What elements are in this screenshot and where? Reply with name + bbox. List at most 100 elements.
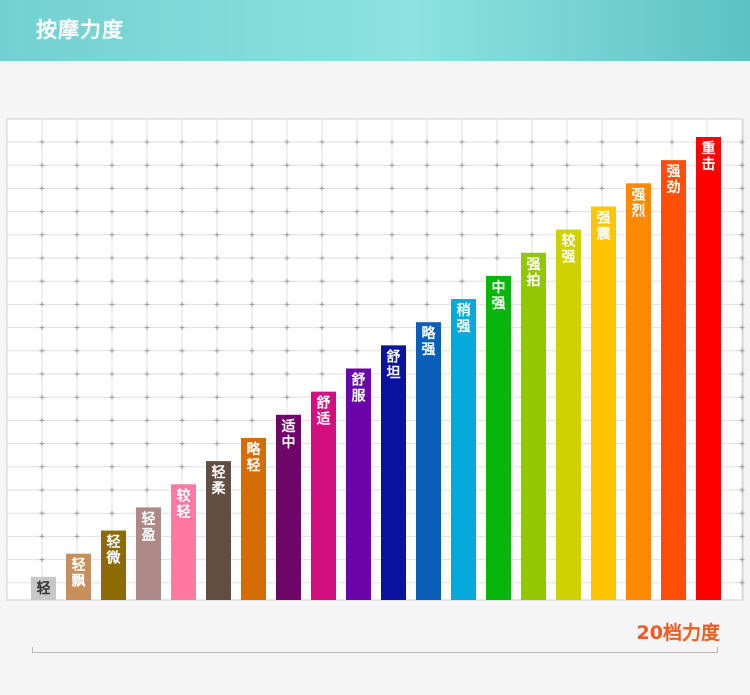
grid-cross bbox=[319, 278, 325, 284]
grid-cross bbox=[214, 441, 220, 447]
grid-cross bbox=[739, 209, 745, 215]
bar-label: 略 bbox=[422, 325, 437, 342]
grid-cross bbox=[599, 162, 605, 168]
grid-cross bbox=[144, 255, 150, 261]
grid-cross bbox=[39, 417, 45, 423]
bar-label: 劲 bbox=[666, 179, 681, 196]
grid-cross bbox=[319, 325, 325, 331]
bar bbox=[416, 322, 441, 600]
bar bbox=[556, 229, 581, 600]
grid-cross bbox=[739, 301, 745, 307]
grid-cross bbox=[179, 139, 185, 145]
grid-cross bbox=[144, 162, 150, 168]
grid-cross bbox=[179, 441, 185, 447]
grid-cross bbox=[109, 162, 115, 168]
grid-cross bbox=[424, 185, 430, 191]
grid-cross bbox=[249, 371, 255, 377]
grid-cross bbox=[739, 487, 745, 493]
bar bbox=[486, 275, 511, 600]
bar bbox=[276, 414, 301, 600]
grid-cross bbox=[39, 510, 45, 516]
bar-label: 强 bbox=[492, 296, 506, 312]
bar bbox=[171, 484, 196, 600]
bar-label: 适 bbox=[317, 411, 331, 428]
bar-label: 轻 bbox=[247, 457, 261, 474]
bar bbox=[346, 368, 371, 600]
grid-cross bbox=[564, 139, 570, 145]
bar bbox=[521, 252, 546, 600]
grid-cross bbox=[109, 139, 115, 145]
bar-label: 强 bbox=[422, 342, 436, 358]
bar bbox=[66, 553, 91, 600]
grid-cross bbox=[214, 348, 220, 354]
grid-cross bbox=[39, 557, 45, 563]
grid-cross bbox=[109, 185, 115, 191]
grid-cross bbox=[739, 441, 745, 447]
grid-cross bbox=[494, 255, 500, 261]
bar-label: 轻 bbox=[107, 534, 121, 551]
grid-cross bbox=[739, 533, 745, 539]
bar bbox=[591, 206, 616, 600]
grid-cross bbox=[214, 371, 220, 377]
bar-label: 适 bbox=[282, 418, 296, 435]
grid-cross bbox=[529, 232, 535, 238]
grid-cross bbox=[39, 371, 45, 377]
grid-cross bbox=[39, 487, 45, 493]
grid-cross bbox=[144, 441, 150, 447]
levels-label: 20档力度 bbox=[636, 622, 720, 644]
grid-cross bbox=[179, 394, 185, 400]
grid-cross bbox=[179, 232, 185, 238]
bar-label: 舒 bbox=[387, 348, 401, 365]
grid-cross bbox=[144, 325, 150, 331]
grid-cross bbox=[284, 394, 290, 400]
bar-label: 略 bbox=[247, 441, 262, 458]
grid-cross bbox=[39, 464, 45, 470]
grid-cross bbox=[389, 255, 395, 261]
grid-cross bbox=[74, 232, 80, 238]
bar-label: 强 bbox=[457, 319, 471, 335]
grid-cross bbox=[424, 162, 430, 168]
grid-cross bbox=[214, 232, 220, 238]
grid-cross bbox=[249, 278, 255, 284]
grid-cross bbox=[249, 185, 255, 191]
bar-label: 较 bbox=[177, 487, 191, 504]
grid-cross bbox=[424, 301, 430, 307]
grid-cross bbox=[284, 185, 290, 191]
grid-cross bbox=[319, 255, 325, 261]
bar-label: 强 bbox=[667, 164, 681, 180]
grid-cross bbox=[354, 325, 360, 331]
grid-cross bbox=[424, 209, 430, 215]
grid-cross bbox=[634, 139, 640, 145]
grid-cross bbox=[144, 394, 150, 400]
grid-cross bbox=[739, 232, 745, 238]
bar bbox=[451, 299, 476, 600]
grid-cross bbox=[389, 185, 395, 191]
grid-cross bbox=[144, 278, 150, 284]
bar bbox=[31, 576, 56, 600]
grid-cross bbox=[459, 185, 465, 191]
grid-cross bbox=[739, 325, 745, 331]
grid-cross bbox=[249, 139, 255, 145]
grid-cross bbox=[669, 139, 675, 145]
grid-cross bbox=[459, 209, 465, 215]
grid-cross bbox=[284, 325, 290, 331]
grid-cross bbox=[459, 278, 465, 284]
grid-cross bbox=[494, 185, 500, 191]
grid-cross bbox=[109, 255, 115, 261]
grid-cross bbox=[739, 557, 745, 563]
grid-cross bbox=[109, 371, 115, 377]
grid-cross bbox=[739, 139, 745, 145]
grid-cross bbox=[249, 301, 255, 307]
grid-cross bbox=[354, 232, 360, 238]
bar-label: 震 bbox=[596, 226, 612, 242]
grid-cross bbox=[389, 325, 395, 331]
bar-label: 柔 bbox=[211, 481, 227, 497]
grid-cross bbox=[739, 464, 745, 470]
bar bbox=[661, 160, 686, 600]
grid-cross bbox=[564, 162, 570, 168]
grid-cross bbox=[494, 139, 500, 145]
grid-cross bbox=[39, 533, 45, 539]
grid-cross bbox=[284, 278, 290, 284]
grid-cross bbox=[249, 232, 255, 238]
grid-cross bbox=[319, 232, 325, 238]
